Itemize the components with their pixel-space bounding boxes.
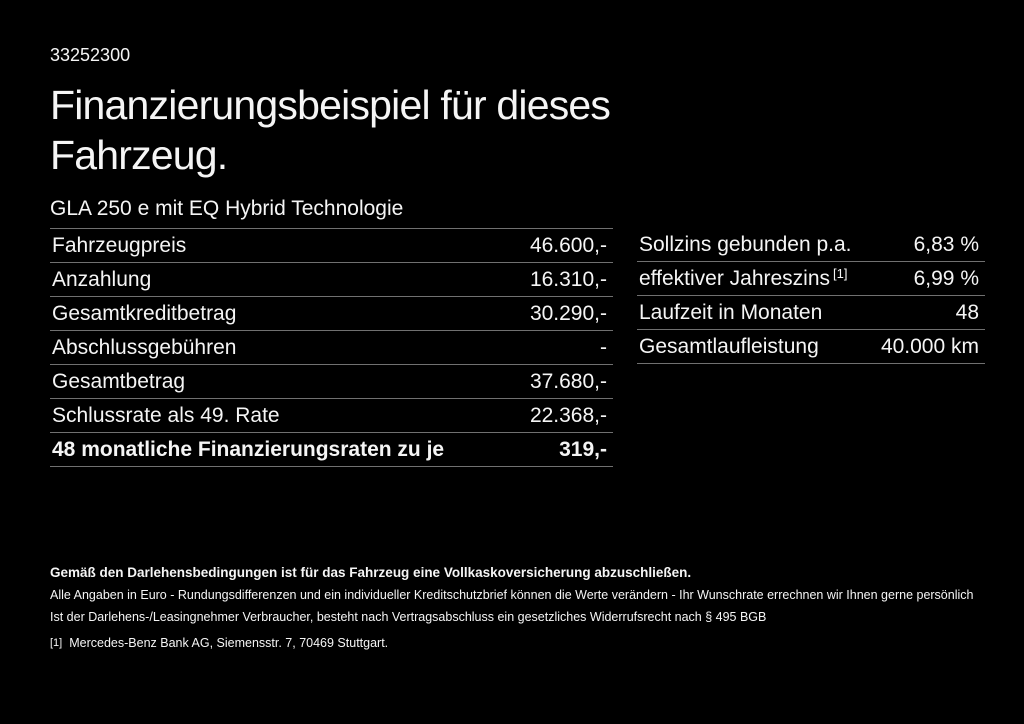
table-row: 48 monatliche Finanzierungsraten zu je 31… <box>50 433 613 468</box>
row-value: 30.290,- <box>529 301 607 325</box>
insurance-note: Gemäß den Darlehensbedingungen ist für d… <box>50 565 692 580</box>
table-row: Gesamtbetrag 37.680,- <box>50 365 613 400</box>
table-row: Laufzeit in Monaten 48 <box>637 296 985 331</box>
conditions-column: Sollzins gebunden p.a. 6,83 % effektiver J… <box>637 228 985 467</box>
tables-section: GLA 250 e mit EQ Hybrid Technologie Fahr… <box>50 196 985 468</box>
row-label: 48 monatliche Finanzierungsraten zu je <box>52 437 445 461</box>
row-value: 6,99 % <box>913 266 979 290</box>
row-label: Gesamtlaufleistung <box>639 334 819 358</box>
row-label: Anzahlung <box>52 267 152 291</box>
row-value: 6,83 % <box>913 232 979 256</box>
row-label: Laufzeit in Monaten <box>639 300 823 324</box>
row-value: 37.680,- <box>529 369 607 393</box>
row-label: Gesamtkreditbetrag <box>52 301 237 325</box>
disclaimer-line1: Alle Angaben in Euro - Rundungsdifferenz… <box>50 588 974 602</box>
vehicle-model: GLA 250 e mit EQ Hybrid Technologie <box>50 197 404 221</box>
row-value: 16.310,- <box>529 267 607 291</box>
table-row: Gesamtkreditbetrag 30.290,- <box>50 297 613 332</box>
page-title-line2: Fahrzeug. <box>50 132 228 179</box>
row-label: effektiver Jahreszins [1] <box>639 265 848 290</box>
row-label: Abschlussgebühren <box>52 335 237 359</box>
footnote-marker: [1] <box>50 637 63 649</box>
footer: Gemäß den Darlehensbedingungen ist für d… <box>50 562 985 655</box>
row-value: 22.368,- <box>529 403 607 427</box>
disclaimer-line2: Ist der Darlehens-/Leasingnehmer Verbrau… <box>50 610 767 624</box>
financing-column: GLA 250 e mit EQ Hybrid Technologie Fahr… <box>50 196 613 468</box>
row-label: Fahrzeugpreis <box>52 233 187 257</box>
row-value: - <box>600 335 607 359</box>
row-value: 46.600,- <box>529 233 607 257</box>
row-value: 48 <box>955 300 979 324</box>
table-row: Schlussrate als 49. Rate 22.368,- <box>50 399 613 434</box>
table-row: Fahrzeugpreis 46.600,- <box>50 229 613 264</box>
table-row: Sollzins gebunden p.a. 6,83 % <box>637 228 985 263</box>
footnote: [1] Mercedes-Benz Bank AG, Siemensstr. 7,… <box>50 632 985 655</box>
row-label: Schlussrate als 49. Rate <box>52 403 280 427</box>
table-row: Abschlussgebühren - <box>50 331 613 366</box>
page-title-line1: Finanzierungsbeispiel für dieses <box>50 82 611 128</box>
document-id: 33252300 <box>50 45 131 65</box>
conditions-table: Sollzins gebunden p.a. 6,83 % effektiver J… <box>637 228 985 365</box>
table-row: Gesamtlaufleistung 40.000 km <box>637 330 985 365</box>
footnote-ref: [1] <box>833 265 848 281</box>
row-value: 40.000 km <box>880 334 979 358</box>
financing-table: Fahrzeugpreis 46.600,- Anzahlung 16.310,- Ge… <box>50 228 613 468</box>
table-row: effektiver Jahreszins [1] 6,99 % <box>637 262 985 297</box>
table-row: Anzahlung 16.310,- <box>50 263 613 298</box>
footnote-text: Mercedes-Benz Bank AG, Siemensstr. 7, 70… <box>69 636 389 650</box>
page-title: Finanzierungsbeispiel für dieses Fahrzeug… <box>50 80 985 180</box>
row-label: Sollzins gebunden p.a. <box>639 232 852 256</box>
row-value: 319,- <box>559 437 607 461</box>
row-label: Gesamtbetrag <box>52 369 186 393</box>
